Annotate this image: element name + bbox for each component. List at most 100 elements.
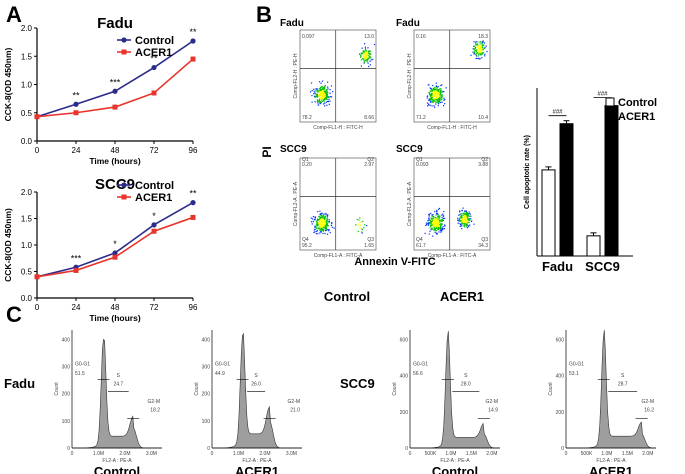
y-tick-label: 100 [202, 419, 211, 425]
flow-dot [432, 101, 434, 104]
flow-dot [476, 52, 478, 54]
flow-dot [329, 231, 331, 234]
flow-dot [437, 105, 439, 107]
flow-dot [327, 91, 329, 94]
flow-dot [430, 88, 433, 90]
flow-dot [316, 101, 318, 103]
flow-dot [356, 225, 359, 227]
flow-dot [328, 103, 330, 105]
x-tick-label: 2.0M [486, 451, 497, 457]
quadrant-ur-value: 13.0 [364, 34, 374, 40]
flow-dot [484, 53, 486, 55]
gate-value-s: 28.7 [618, 381, 628, 387]
flow-dot [465, 210, 467, 212]
flow-dot [430, 222, 432, 224]
flow-dot [438, 220, 440, 222]
flow-dot [429, 223, 431, 225]
flow-dot [438, 95, 441, 97]
flow-dot [460, 215, 463, 217]
flow-dot [430, 228, 433, 230]
quadrant-lr-value: 1.65 [364, 243, 374, 249]
flow-dot [475, 57, 477, 60]
flow-dot [433, 88, 435, 90]
flow-dot [436, 93, 439, 95]
flow-dot [435, 103, 437, 105]
flow-dot [470, 54, 472, 56]
flow-x-axis: Comp-FL1-H : FITC-H [313, 125, 363, 131]
flow-dot [319, 224, 321, 226]
flow-dot [475, 42, 477, 44]
flow-dot [439, 219, 441, 221]
flow-plot-frame [413, 29, 491, 123]
flow-dot [364, 54, 366, 56]
significance-mark: *** [110, 77, 121, 87]
flow-dot [436, 226, 438, 229]
flow-dot [324, 221, 326, 223]
flow-dot [329, 96, 331, 98]
flow-dot [426, 224, 428, 226]
flow-dot [481, 42, 483, 45]
quadrant-ur-value: 2.97 [364, 162, 374, 168]
flow-dot [439, 94, 441, 96]
flow-dot [435, 93, 437, 95]
flow-dot [460, 220, 462, 222]
flow-dot [369, 64, 371, 66]
flow-dot [435, 217, 437, 219]
x-tick-label: 96 [189, 303, 198, 312]
flow-dot [461, 222, 464, 224]
flow-dot [461, 225, 463, 227]
flow-dot [443, 210, 445, 213]
flow-dot [428, 219, 430, 221]
flow-dot [432, 235, 434, 237]
flow-dot [327, 86, 329, 88]
flow-dot [431, 227, 433, 229]
flow-dot [313, 95, 316, 97]
flow-dot [467, 225, 469, 227]
flow-dot [463, 223, 465, 225]
flow-dot [363, 56, 365, 58]
flow-dot [370, 59, 372, 61]
flow-dot [327, 81, 329, 83]
flow-dot [332, 90, 334, 93]
flow-dot [326, 224, 328, 226]
flow-dot [363, 52, 365, 54]
data-point-acer1 [190, 56, 196, 62]
flow-dot [355, 224, 357, 226]
flow-dot [441, 227, 443, 229]
flow-dot [366, 52, 368, 54]
flow-dot [437, 222, 440, 225]
flow-dot [433, 100, 435, 102]
flow-dot [459, 213, 461, 216]
flow-dot [316, 222, 318, 224]
flow-dot [326, 104, 328, 106]
flow-dot [440, 220, 442, 222]
gate-value-g0g1: 44.9 [215, 371, 225, 377]
flow-dot [438, 231, 440, 233]
flow-dot [435, 85, 438, 87]
y-tick-label: 400 [400, 374, 409, 380]
flow-dot [434, 231, 436, 233]
flow-dot [482, 52, 485, 54]
flow-dot [475, 50, 477, 52]
flow-dot [461, 213, 463, 215]
flow-dot [437, 92, 439, 94]
flow-dot [457, 217, 459, 219]
flow-dot [479, 43, 481, 45]
flow-dot [440, 229, 442, 231]
flow-dot [436, 91, 438, 94]
flow-dot [322, 98, 325, 100]
flow-dot [324, 224, 326, 226]
flow-dot [428, 221, 430, 224]
flow-dot [443, 91, 445, 93]
flow-dot [321, 227, 323, 229]
flow-dot [429, 95, 431, 97]
flow-dot [328, 99, 330, 101]
flow-dot [440, 91, 442, 93]
x-tick-label: 1.0M [93, 451, 104, 457]
flow-y-axis: Comp-FL2-H : PE-H [293, 53, 299, 98]
legend-label: ACER1 [135, 47, 172, 59]
x-tick-label: 72 [150, 146, 159, 155]
flow-dot [367, 54, 369, 56]
flow-dot [319, 218, 322, 221]
flow-dot [333, 227, 335, 229]
